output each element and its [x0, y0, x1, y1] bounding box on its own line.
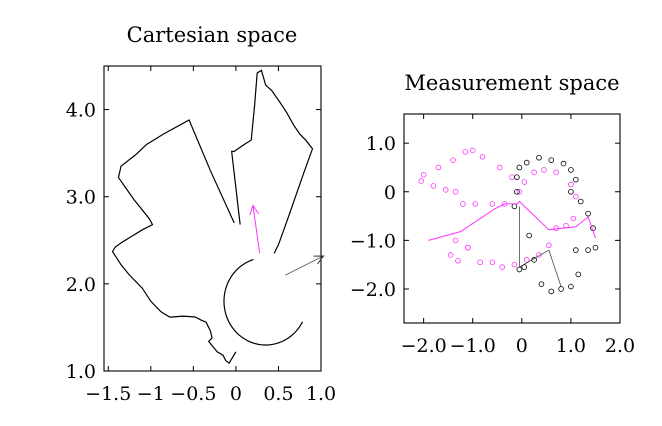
measurement-ytick-label: 1.0 — [366, 133, 396, 155]
measurement-scatter-point — [577, 198, 584, 205]
cartesian-xtick-label: −1.5 — [85, 383, 131, 405]
measurement-scatter-point — [546, 242, 552, 249]
measurement-scatter-point — [516, 164, 523, 171]
measurement-scatter-point — [573, 247, 579, 253]
measurement-scatter-point — [558, 286, 564, 292]
measurement-ytick-label: −1.0 — [350, 230, 396, 252]
measurement-scatter-point — [479, 153, 486, 160]
measurement-panel: Measurement space −2.0 −1.0 0 1.0 2.0−2.0−1.… — [350, 71, 635, 357]
cartesian-ytick-label: 3.0 — [66, 187, 96, 209]
cartesian-arrow-head — [313, 255, 325, 265]
measurement-axes-frame — [403, 113, 621, 324]
measurement-scatter-point — [553, 169, 559, 176]
measurement-scatter-point — [511, 261, 518, 268]
measurement-scatter-point — [526, 232, 532, 239]
measurement-scatter-point — [573, 176, 579, 183]
measurement-scatter-point — [452, 188, 459, 195]
measurement-scatter-point — [499, 264, 505, 270]
cartesian-axes-frame — [103, 65, 322, 372]
cartesian-arc-series — [223, 258, 304, 346]
measurement-scatter-point — [568, 167, 574, 173]
measurement-scatter-point — [573, 193, 579, 200]
measurement-scatter-point — [489, 259, 496, 266]
measurement-gray-line-series — [519, 206, 562, 287]
measurement-scatter-point — [568, 283, 574, 290]
cartesian-ytick-label: 4.0 — [66, 100, 96, 122]
measurement-magenta-line-series — [428, 200, 596, 241]
measurement-scatter-point — [516, 266, 523, 273]
measurement-ytick-label: 0 — [384, 182, 396, 204]
cartesian-xtick-label: 0 — [230, 383, 242, 405]
measurement-scatter-point — [531, 169, 537, 176]
measurement-xtick-label: 1.0 — [556, 335, 586, 357]
measurement-ytick-label: −2.0 — [350, 279, 396, 301]
cartesian-magenta-arrow-series — [252, 205, 261, 254]
measurement-xtick-label: −1.0 — [450, 335, 496, 357]
measurement-scatter-point — [536, 252, 542, 258]
measurement-scatter-point — [523, 159, 530, 166]
cartesian-title: Cartesian space — [127, 23, 298, 47]
measurement-scatter-point — [455, 257, 461, 264]
cartesian-ticks: −1.5 −1 −0.5 0 0.5 1.0 1.0 2.0 3.0 4.0 — [66, 66, 336, 405]
cartesian-black-line-series — [111, 119, 237, 365]
measurement-scatter-point — [469, 147, 476, 154]
measurement-scatter-point — [452, 237, 459, 244]
measurement-scatter-point — [418, 178, 424, 184]
measurement-scatter-point — [585, 247, 591, 253]
measurement-scatter-point — [548, 157, 555, 163]
measurement-xtick-label: 2.0 — [605, 335, 635, 357]
measurement-title: Measurement space — [404, 71, 619, 95]
measurement-scatter-point — [516, 188, 523, 195]
cartesian-xtick-label: −1 — [137, 383, 165, 405]
measurement-xtick-label: 0 — [516, 335, 528, 357]
measurement-scatter-point — [514, 188, 520, 195]
measurement-scatter-point — [489, 201, 496, 207]
cartesian-arrow-head — [249, 204, 259, 216]
measurement-scatter-point — [575, 271, 582, 278]
measurement-scatter-point — [496, 164, 503, 171]
measurement-marks — [418, 147, 599, 295]
measurement-scatter-point — [450, 157, 456, 163]
measurement-ticks: −2.0 −1.0 0 1.0 2.0−2.0−1.001.0 — [350, 114, 635, 357]
measurement-scatter-point — [430, 183, 437, 189]
cartesian-black-line-series — [230, 69, 314, 254]
measurement-scatter-point — [560, 160, 567, 167]
measurement-scatter-point — [420, 171, 427, 178]
measurement-scatter-point — [509, 174, 515, 180]
measurement-scatter-point — [462, 149, 469, 155]
measurement-scatter-point — [536, 154, 542, 161]
cartesian-xtick-label: 0.5 — [263, 383, 293, 405]
cartesian-panel: Cartesian space −1.5 −1 −0.5 0 0.5 1.0 1.0 2.0 3… — [66, 23, 336, 405]
measurement-scatter-point — [514, 174, 520, 180]
cartesian-xtick-label: 1.0 — [306, 383, 336, 405]
cartesian-xtick-label: −0.5 — [170, 383, 216, 405]
measurement-scatter-point — [511, 203, 518, 210]
cartesian-ytick-label: 1.0 — [66, 361, 96, 383]
measurement-scatter-point — [442, 187, 449, 193]
measurement-scatter-point — [585, 210, 591, 217]
measurement-scatter-point — [523, 257, 530, 263]
measurement-scatter-point — [477, 259, 483, 266]
measurement-scatter-point — [472, 201, 478, 207]
cartesian-marks — [111, 69, 325, 365]
measurement-scatter-point — [435, 164, 442, 171]
measurement-scatter-point — [538, 281, 545, 287]
measurement-scatter-point — [541, 167, 547, 173]
measurement-scatter-point — [548, 288, 555, 295]
measurement-scatter-point — [568, 188, 574, 195]
measurement-scatter-point — [447, 252, 454, 258]
cartesian-gray-arrow-series — [285, 255, 324, 276]
measurement-scatter-point — [568, 181, 574, 188]
measurement-scatter-point — [460, 201, 466, 207]
measurement-xtick-label: −2.0 — [401, 335, 447, 357]
measurement-scatter-point — [521, 179, 528, 185]
cartesian-ytick-label: 2.0 — [66, 274, 96, 296]
measurement-scatter-point — [521, 264, 528, 270]
measurement-scatter-point — [570, 215, 577, 222]
measurement-scatter-point — [465, 244, 471, 251]
measurement-scatter-point — [592, 244, 599, 251]
